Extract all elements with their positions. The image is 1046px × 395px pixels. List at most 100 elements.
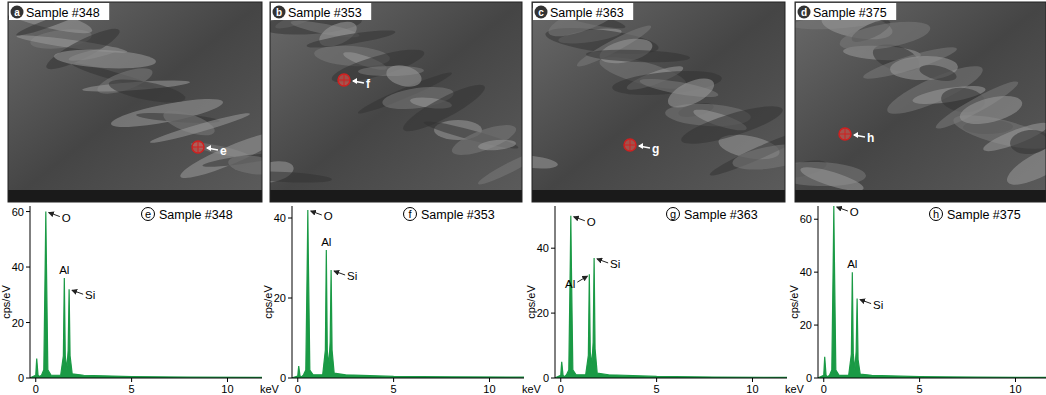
sem-info-bar (532, 190, 785, 202)
title-circle (667, 208, 680, 221)
x-axis-label: keV (785, 383, 805, 395)
x-tick (823, 378, 824, 382)
spectrum-area (30, 212, 262, 378)
spectrum-chart: 02040600510keVcps/eVhSample #375OAlSi (788, 206, 1046, 395)
y-tick (814, 272, 818, 273)
sem-flake (918, 62, 958, 84)
panel-title: Sample #363 (550, 6, 624, 20)
panel-letter: c (538, 7, 544, 18)
spectrum-line (818, 206, 1046, 378)
y-axis-label: cps/eV (525, 285, 537, 319)
y-tick (26, 267, 30, 268)
x-axis-label: keV (522, 383, 542, 395)
x-tick (131, 378, 132, 382)
x-tick-label: 10 (746, 383, 758, 395)
letter-circle (11, 6, 24, 19)
x-tick-label: 10 (483, 383, 495, 395)
sem-panel: bSample #353f (238, 0, 546, 202)
x-tick (297, 378, 298, 382)
y-axis (555, 206, 556, 378)
sem-flake (449, 119, 520, 161)
spot-cross (845, 128, 846, 140)
spot-label: e (220, 144, 227, 158)
sem-flake (981, 118, 1046, 156)
sem-flake (107, 75, 187, 108)
spot-arrow-head (206, 145, 211, 151)
x-tick (1015, 378, 1016, 382)
y-tick-label: 20 (12, 317, 24, 329)
plot-area (30, 212, 262, 378)
peak-label: O (62, 212, 71, 224)
peak-label: Si (873, 299, 883, 311)
peak-label: Al (847, 258, 857, 270)
sem-flake (270, 170, 332, 185)
chart-title: Sample #348 (159, 208, 233, 222)
y-tick-label: 40 (537, 242, 549, 254)
x-tick-label: 0 (558, 383, 564, 395)
peak-arrow (49, 213, 60, 217)
sem-frame (795, 2, 1046, 202)
x-tick-label: 5 (129, 383, 135, 395)
sem-flake (384, 62, 424, 90)
y-tick (26, 378, 30, 379)
y-tick (288, 218, 292, 219)
spot-label: f (366, 77, 371, 91)
sem-background (795, 2, 1046, 202)
spot-cross (198, 141, 199, 153)
y-tick-label: 20 (537, 307, 549, 319)
x-tick-label: 0 (821, 383, 827, 395)
y-tick-label: 0 (543, 372, 549, 384)
y-tick-label: 0 (806, 372, 812, 384)
letter-circle (273, 6, 286, 19)
peak-arrow (597, 259, 608, 263)
y-tick-label: 20 (274, 292, 286, 304)
y-tick-label: 0 (280, 372, 286, 384)
peak-arrow (311, 211, 322, 215)
y-tick-label: 40 (12, 261, 24, 273)
title-box (271, 3, 371, 20)
peak-label: Al (59, 264, 69, 276)
spectrum-line (555, 216, 787, 378)
sem-image (532, 2, 785, 202)
sem-flake (664, 72, 719, 113)
x-axis-label: keV (260, 383, 280, 395)
panel-title: Sample #353 (288, 6, 362, 20)
panel-title: Sample #348 (26, 6, 100, 20)
y-axis-label: cps/eV (788, 285, 800, 319)
peak-arrow (72, 290, 83, 294)
spot-arrow-head (352, 78, 357, 84)
peak-label: O (587, 216, 596, 228)
peak-arrow (577, 276, 587, 282)
y-tick (814, 219, 818, 220)
x-tick (752, 378, 753, 382)
peak-arrow (334, 271, 345, 275)
spot-label: g (652, 142, 659, 156)
sem-flake (731, 140, 785, 175)
x-tick (919, 378, 920, 382)
x-tick (489, 378, 490, 382)
panel-letter: h (933, 208, 939, 220)
y-tick (551, 313, 555, 314)
y-tick (814, 378, 818, 379)
y-axis-label: cps/eV (0, 285, 12, 319)
panel-title: Sample #375 (813, 6, 887, 20)
spectrum-chart: 020400510keVcps/eVgSample #363OAlSi (525, 206, 805, 395)
y-tick-label: 60 (800, 213, 812, 225)
x-tick (393, 378, 394, 382)
x-tick (35, 378, 36, 382)
chart-title: Sample #363 (684, 208, 758, 222)
y-tick (288, 298, 292, 299)
x-tick-label: 5 (654, 383, 660, 395)
panel-letter: d (801, 7, 807, 18)
panel-letter: e (145, 208, 151, 220)
y-tick (814, 325, 818, 326)
chart-title: Sample #353 (421, 208, 495, 222)
sem-flake (227, 153, 262, 177)
spectrum-area (818, 206, 1046, 378)
sem-flake (545, 2, 626, 43)
sem-flake (838, 16, 933, 56)
spectrum-chart: 020400510keVcps/eVfSample #353OAlSi (262, 206, 542, 395)
x-tick-label: 5 (917, 383, 923, 395)
spot-marker (839, 128, 851, 140)
sem-flake (54, 47, 157, 70)
